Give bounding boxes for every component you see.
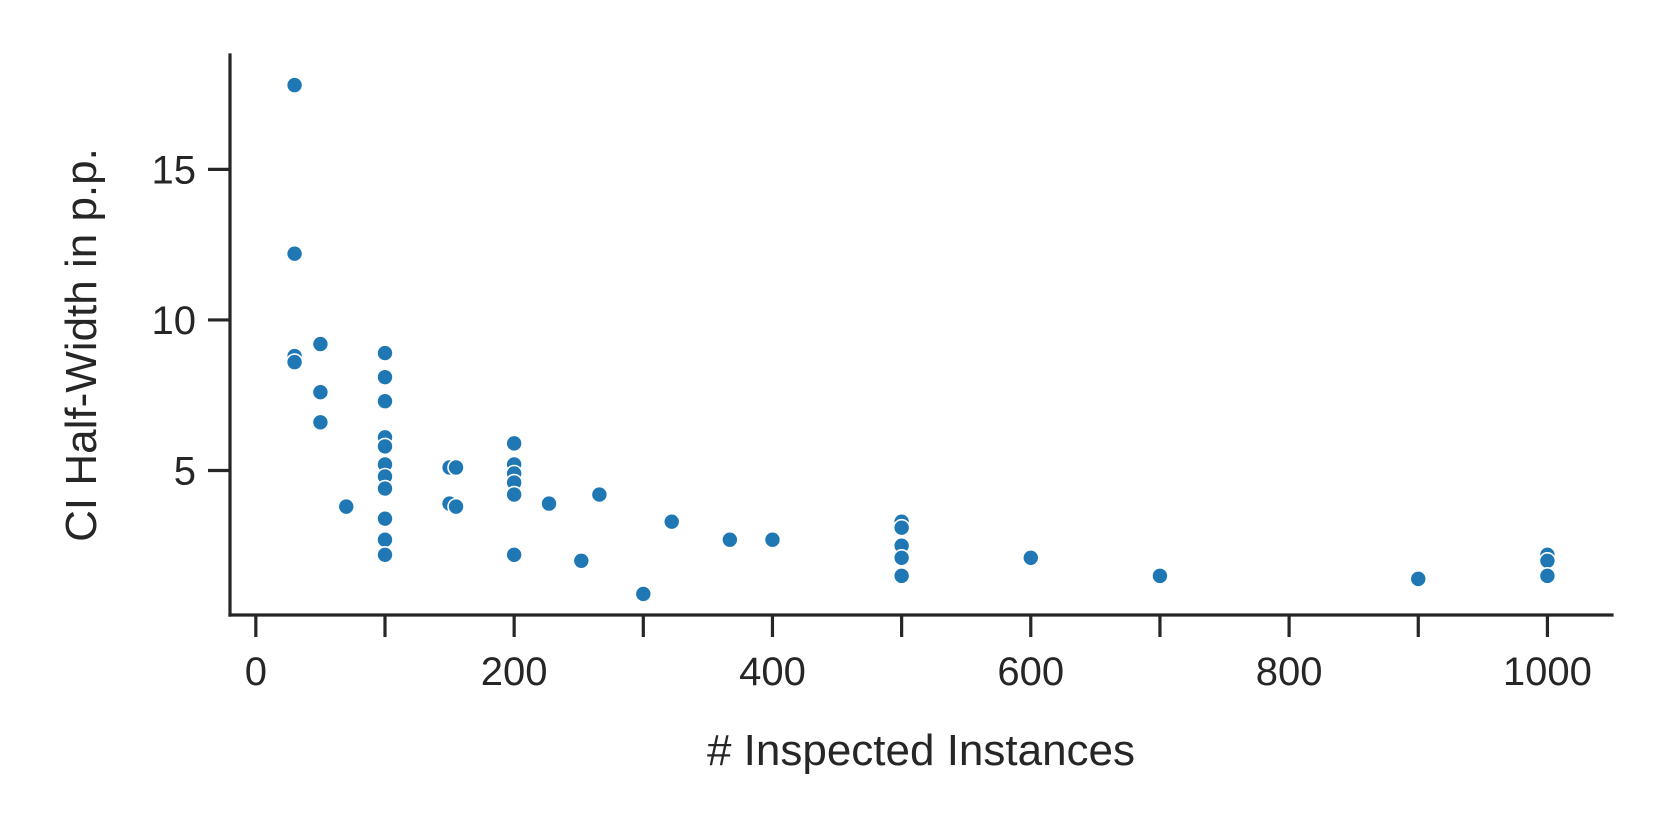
scatter-point (505, 485, 523, 504)
y-tick-label: 15 (152, 148, 197, 192)
y-tick-label: 5 (174, 449, 196, 493)
scatter-point (376, 479, 394, 498)
x-axis-ticks: 0 200 400 600 800 1000 (245, 615, 1592, 694)
scatter-point (376, 545, 394, 564)
scatter-point (285, 244, 304, 263)
scatter-point (1151, 567, 1169, 585)
scatter-point (376, 437, 394, 456)
scatter-point (376, 530, 394, 549)
scatter-point (590, 485, 609, 504)
x-tick-label: 800 (1256, 650, 1323, 694)
y-axis-ticks: 5 10 15 (152, 148, 230, 493)
scatter-point (447, 497, 465, 516)
scatter-point (763, 530, 782, 549)
scatter-point (892, 518, 911, 537)
scatter-point (376, 392, 394, 411)
scatter-point (285, 353, 304, 371)
scatter-point (572, 552, 591, 570)
scatter-point (505, 434, 523, 453)
scatter-point (311, 383, 330, 402)
scatter-point (1538, 552, 1557, 570)
scatter-point (1021, 548, 1040, 567)
scatter-point (311, 413, 330, 432)
x-tick-label: 0 (245, 650, 267, 694)
scatter-point (721, 530, 739, 549)
scatter-point (505, 545, 523, 564)
scatter-point (892, 567, 911, 585)
x-tick-label: 600 (997, 650, 1064, 694)
x-tick-label: 1000 (1503, 650, 1592, 694)
scatter-point (337, 497, 356, 516)
scatter-point (285, 76, 304, 94)
scatter-point (662, 512, 681, 531)
scatter-point (376, 368, 394, 386)
data-points (285, 76, 1557, 603)
scatter-point (447, 458, 465, 477)
y-tick-label: 10 (152, 299, 197, 343)
scatter-point (540, 494, 558, 513)
scatter-point (1538, 567, 1557, 585)
scatter-point (892, 548, 911, 567)
scatter-point (311, 335, 330, 353)
scatter-point (376, 344, 394, 362)
x-tick-label: 400 (739, 650, 806, 694)
scatter-point (1409, 570, 1428, 588)
x-tick-label: 200 (481, 650, 548, 694)
x-axis-title: # Inspected Instances (707, 726, 1135, 775)
scatter-point (634, 585, 653, 603)
y-axis-title: CI Half-Width in p.p. (57, 148, 106, 542)
scatter-point (376, 509, 394, 528)
